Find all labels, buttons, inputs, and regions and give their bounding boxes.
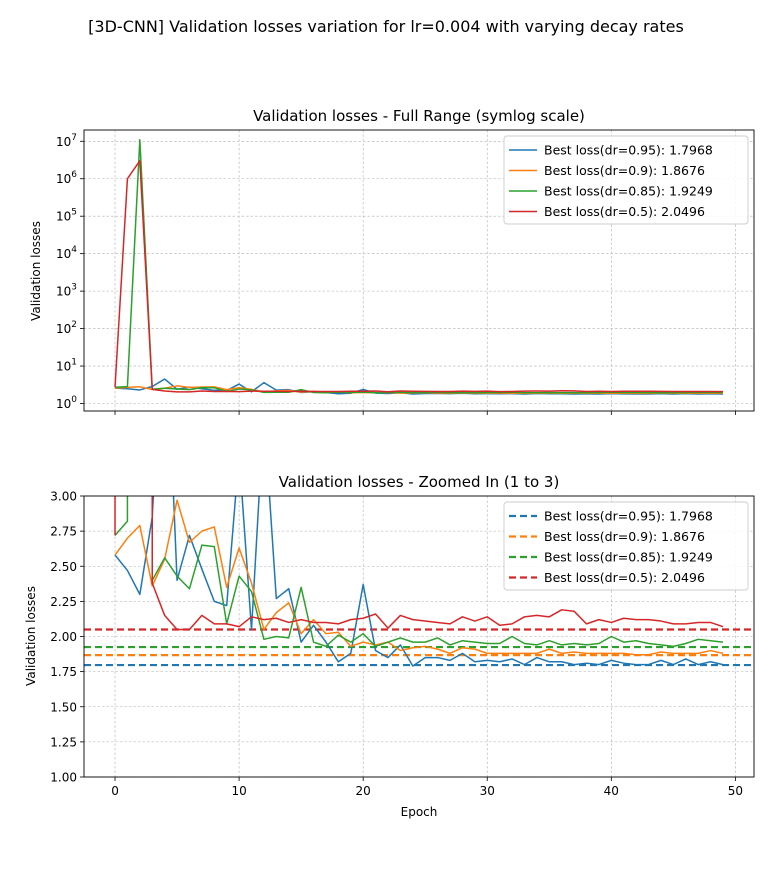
y-tick-label: 1.00: [50, 771, 77, 785]
panel-zoomed-ylabel: Validation losses: [24, 586, 38, 686]
y-tick-label: 2.00: [50, 630, 77, 644]
x-tick-label: 50: [728, 784, 743, 798]
panel-zoomed-legend: Best loss(dr=0.95): 1.7968 Best loss(dr=0…: [503, 501, 749, 591]
y-tick-label: 102: [56, 320, 77, 336]
series-line-2: [114, 138, 723, 394]
panel-zoomed-title: Validation losses - Zoomed In (1 to 3): [279, 473, 560, 491]
panel-full-range-ticks: 100 101 102 103 104 105 106 107: [56, 133, 736, 415]
y-tick-label: 101: [56, 358, 77, 374]
y-tick-label: 3.00: [50, 490, 77, 504]
panel-full-range-legend: Best loss(dr=0.95): 1.7968 Best loss(dr=0…: [503, 135, 749, 225]
x-tick-label: 40: [604, 784, 619, 798]
panel-full-range-ylabel: Validation losses: [29, 221, 43, 321]
panel-zoomed-frame: [83, 495, 755, 778]
y-tick-label: 105: [56, 208, 77, 224]
x-tick-label: 10: [231, 784, 246, 798]
legend-label-0: Best loss(dr=0.95): 1.7968: [544, 509, 713, 524]
panel-zoomed: Validation losses - Zoomed In (1 to 3) V…: [24, 473, 755, 819]
panel-zoomed-ticks: 0 10 20 30 40 50 1.00 1.25 1.50 1.75 2.00 2.25 2.50 2…: [50, 490, 743, 799]
panel-zoomed-xlabel: Epoch: [401, 805, 438, 819]
legend-label-3: Best loss(dr=0.5): 2.0496: [544, 570, 705, 585]
x-tick-label: 20: [356, 784, 371, 798]
legend-label-3: Best loss(dr=0.5): 2.0496: [544, 204, 705, 219]
y-tick-label: 106: [56, 170, 77, 186]
legend-label-1: Best loss(dr=0.9): 1.8676: [544, 529, 705, 544]
series-line-1: [114, 499, 724, 656]
y-tick-label: 1.50: [50, 700, 77, 714]
x-tick-label: 30: [480, 784, 495, 798]
series-line-3: [114, 160, 723, 393]
legend-label-1: Best loss(dr=0.9): 1.8676: [544, 163, 705, 178]
legend-label-2: Best loss(dr=0.85): 1.9249: [544, 550, 713, 565]
y-tick-label: 107: [56, 133, 77, 149]
y-tick-label: 2.25: [50, 595, 77, 609]
y-tick-label: 103: [56, 283, 77, 299]
y-tick-label: 1.75: [50, 665, 77, 679]
legend-box: [503, 501, 749, 591]
y-tick-label: 2.75: [50, 525, 77, 539]
panel-full-range-frame: [83, 129, 755, 412]
x-tick-label: 0: [111, 784, 119, 798]
figure-suptitle: [3D-CNN] Validation losses variation for…: [88, 17, 684, 36]
panel-zoomed-series: [84, 496, 754, 768]
panel-full-range-title: Validation losses - Full Range (symlog s…: [253, 107, 585, 125]
legend-label-2: Best loss(dr=0.85): 1.9249: [544, 184, 713, 199]
y-tick-label: 100: [56, 395, 77, 411]
panel-full-range: Validation losses - Full Range (symlog s…: [29, 107, 755, 415]
y-tick-label: 2.50: [50, 560, 77, 574]
legend-box: [503, 135, 749, 225]
panel-full-range-series: [114, 138, 723, 395]
y-tick-label: 1.25: [50, 735, 77, 749]
y-tick-label: 104: [56, 245, 77, 261]
series-line-0: [114, 496, 724, 667]
legend-label-0: Best loss(dr=0.95): 1.7968: [544, 143, 713, 158]
